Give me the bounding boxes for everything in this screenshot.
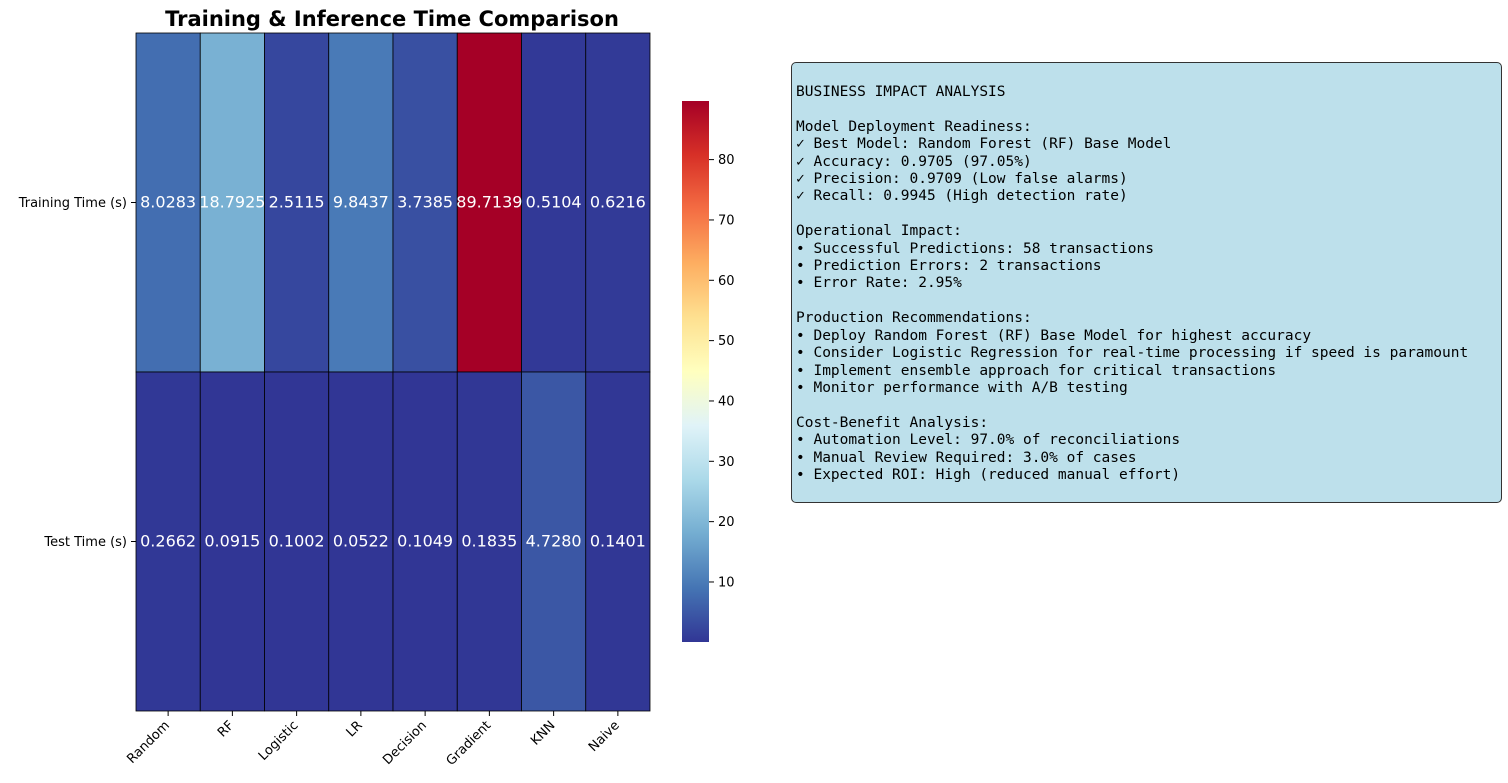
heatmap-cell	[585, 371, 651, 712]
heatmap-cell-value: 8.0283	[140, 193, 196, 212]
column-label: LR	[344, 718, 366, 740]
row-labels: Training Time (s) Test Time (s)	[18, 196, 136, 550]
heatmap-cell	[521, 371, 587, 712]
business-impact-panel: BUSINESS IMPACT ANALYSIS Model Deploymen…	[791, 62, 1502, 503]
column-label: Naive	[586, 718, 623, 755]
heatmap-cells	[135, 32, 651, 712]
heatmap-cell	[456, 371, 522, 712]
column-label: Logistic	[256, 718, 302, 764]
heatmap-cell-value: 4.7280	[526, 532, 582, 551]
heatmap-cell-labels: 8.0283 18.7925 2.5115 9.8437 3.7385 89.7139 0.…	[140, 193, 646, 551]
colorbar-tick-label: 70	[718, 213, 735, 228]
heatmap-cell	[392, 371, 458, 712]
colorbar-tick-label: 60	[718, 274, 735, 289]
column-label: Decision	[380, 718, 430, 768]
heatmap-cell-value: 2.5115	[269, 193, 325, 212]
column-label: Random	[124, 718, 173, 767]
row-label: Test Time (s)	[43, 535, 127, 550]
heatmap-cell-value: 0.1002	[269, 532, 325, 551]
colorbar-ticks: 10 20 30 40 50 60 70 80	[709, 153, 735, 590]
column-label: Gradient	[444, 718, 495, 769]
heatmap-cell	[199, 32, 265, 373]
heatmap-cell	[585, 32, 651, 373]
heatmap-cell-value: 0.1835	[461, 532, 517, 551]
heatmap-cell-value: 89.7139	[456, 193, 522, 212]
heatmap-cell-value: 3.7385	[397, 193, 453, 212]
heatmap-cell	[328, 32, 394, 373]
colorbar-tick-label: 10	[718, 575, 735, 590]
heatmap-cell-value: 0.6216	[590, 193, 646, 212]
heatmap-cell-value: 0.0915	[204, 532, 260, 551]
heatmap-cell-value: 0.1049	[397, 532, 453, 551]
heatmap-cell-value: 0.2662	[140, 532, 196, 551]
colorbar-tick-label: 30	[718, 455, 735, 470]
column-labels: Random RF Logistic LR Decision Gradient KNN Nai…	[124, 711, 623, 769]
colorbar-tick-label: 20	[718, 515, 735, 530]
heatmap-cell-value: 0.0522	[333, 532, 389, 551]
column-label: RF	[215, 718, 237, 740]
column-label: KNN	[528, 718, 558, 748]
heatmap-cell	[135, 32, 201, 373]
heatmap-cell-value: 18.7925	[199, 193, 265, 212]
heatmap-cell-value: 0.1401	[590, 532, 646, 551]
heatmap-cell	[521, 32, 587, 373]
colorbar-tick-label: 50	[718, 334, 735, 349]
colorbar-tick-label: 40	[718, 394, 735, 409]
business-impact-text: BUSINESS IMPACT ANALYSIS Model Deploymen…	[796, 84, 1469, 483]
heatmap-cell	[199, 371, 265, 712]
row-label: Training Time (s)	[18, 196, 127, 211]
colorbar	[682, 101, 709, 642]
colorbar-tick-label: 80	[718, 153, 735, 168]
heatmap-cell-value: 0.5104	[526, 193, 582, 212]
heatmap-cell-value: 9.8437	[333, 193, 389, 212]
heatmap-cell	[328, 371, 394, 712]
chart-title: Training & Inference Time Comparison	[165, 7, 619, 31]
heatmap-cell	[264, 32, 330, 373]
